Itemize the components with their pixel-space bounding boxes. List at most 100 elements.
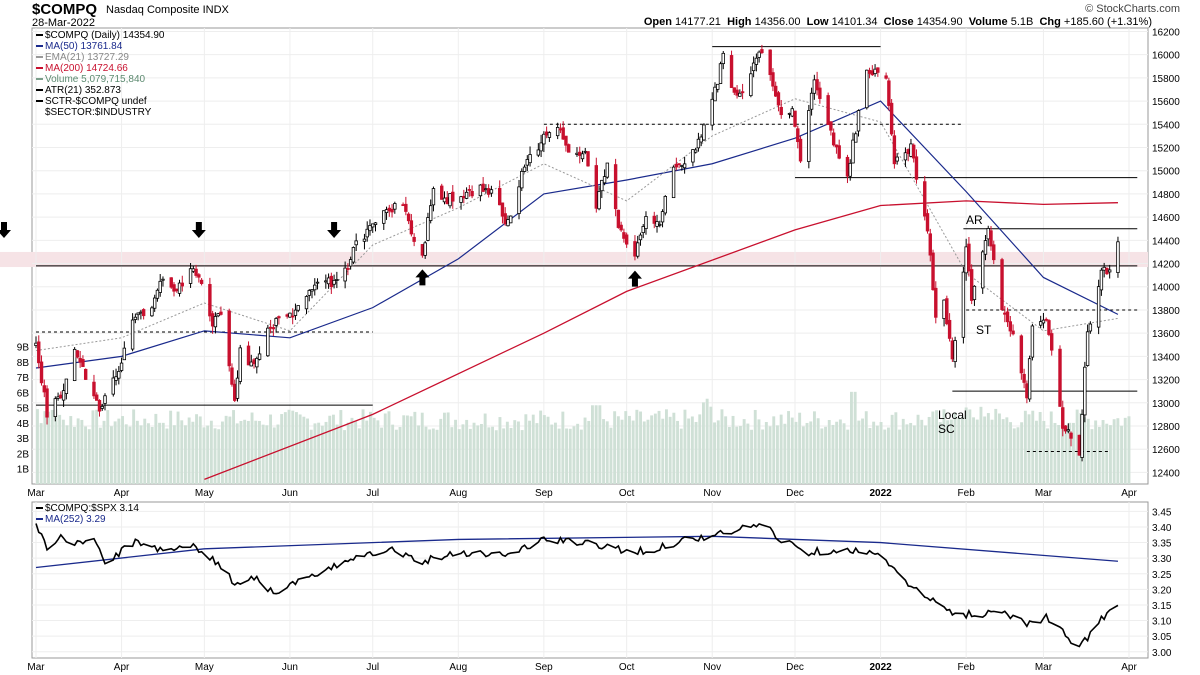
candle-body (638, 234, 643, 241)
candle-body (365, 228, 369, 238)
candle-body (208, 284, 212, 317)
volume-bar (80, 419, 84, 484)
candle-body (1027, 358, 1032, 400)
volume-bar (202, 427, 206, 484)
volume-bar (824, 426, 827, 484)
candle-body (735, 89, 739, 96)
volume-bar (635, 409, 639, 484)
price-tick-label: 12600 (1152, 445, 1180, 456)
volume-bar (1060, 425, 1064, 484)
candle-body (580, 153, 585, 160)
time-tick-label: Oct (619, 488, 635, 499)
candle-body (754, 57, 759, 65)
volume-bar (509, 427, 513, 484)
candle-body (257, 353, 262, 360)
volume-bar (761, 429, 765, 484)
volume-bar (672, 412, 676, 484)
candle-body (478, 184, 483, 197)
volume-tick-label: 9B (17, 343, 30, 354)
volume-bar (483, 413, 487, 484)
volume-bar (1031, 410, 1035, 484)
candle-body (177, 282, 182, 294)
candle-body (467, 189, 472, 191)
candle-body (152, 297, 157, 309)
volume-bar (295, 412, 298, 484)
volume-bar (420, 412, 424, 484)
volume-bar (628, 415, 631, 484)
candle-body (671, 166, 676, 199)
candle-body (1041, 319, 1046, 324)
volume-bar (87, 429, 91, 484)
volume-bar (805, 422, 809, 484)
ma252-line (35, 535, 1119, 569)
candle-body (887, 80, 891, 106)
volume-bar (779, 414, 783, 484)
volume-bar (857, 420, 861, 484)
candle-body (751, 62, 756, 72)
volume-label: Volume (968, 16, 1008, 28)
volume-bar (838, 419, 842, 484)
candle-body (986, 228, 990, 240)
volume-bar (1123, 417, 1127, 484)
volume-tick-label: 6B (17, 388, 30, 399)
volume-bar (424, 426, 428, 484)
volume-bar (868, 428, 872, 484)
volume-bar (494, 430, 498, 484)
candle-body (555, 127, 560, 137)
candle-body (484, 188, 488, 191)
volume-bar (476, 425, 480, 484)
volume-bar (1105, 423, 1109, 484)
candle-body (829, 121, 833, 131)
candle-body (564, 135, 568, 146)
candle-body (961, 271, 966, 338)
candle-body (889, 102, 894, 135)
volume-bar (528, 420, 531, 484)
volume-bar (861, 418, 864, 484)
candle-body (56, 396, 60, 399)
volume-bar (269, 414, 272, 484)
volume-bar (439, 418, 443, 484)
volume-bar (480, 423, 483, 484)
candle-body (793, 110, 797, 127)
volume-bar (169, 410, 173, 484)
candle-body (161, 278, 165, 281)
time-tick-label: May (195, 488, 214, 499)
time-tick-label: Jul (366, 488, 379, 499)
volume-bar (554, 422, 557, 484)
candle-body (351, 247, 356, 263)
volume-bar (43, 411, 47, 484)
volume-bar (147, 423, 150, 484)
ratio-tick-label: 3.35 (1152, 539, 1172, 550)
volume-bar (517, 421, 520, 484)
copyright-link[interactable]: © StockCharts.com (1085, 3, 1180, 15)
volume-bar (261, 424, 265, 484)
volume-bar (579, 429, 583, 484)
volume-bar (813, 411, 816, 484)
price-tick-label: 12800 (1152, 422, 1180, 433)
volume-bar (1075, 409, 1079, 484)
volume-bar (383, 413, 387, 484)
candle-body (923, 181, 927, 217)
volume-bar (787, 411, 790, 484)
arrow-up-icon (627, 270, 642, 287)
volume-bar (661, 418, 665, 484)
arrow-down-icon (191, 222, 206, 239)
volume-bar (964, 407, 968, 484)
volume-bar (513, 420, 517, 484)
volume-bar (665, 409, 668, 484)
volume-bar (272, 427, 276, 484)
volume-tick-label: 4B (17, 419, 30, 430)
volume-bar (535, 423, 539, 484)
candle-body (594, 165, 599, 209)
candle-body (387, 207, 391, 212)
volume-bar (195, 414, 198, 484)
volume-bar (128, 426, 132, 484)
volume-bar (365, 420, 369, 484)
volume-bar (938, 422, 942, 484)
candle-body (605, 162, 610, 178)
candle-body (566, 144, 571, 153)
volume-bar (875, 425, 879, 484)
candle-body (1088, 323, 1093, 332)
ema21-line (35, 98, 1119, 352)
